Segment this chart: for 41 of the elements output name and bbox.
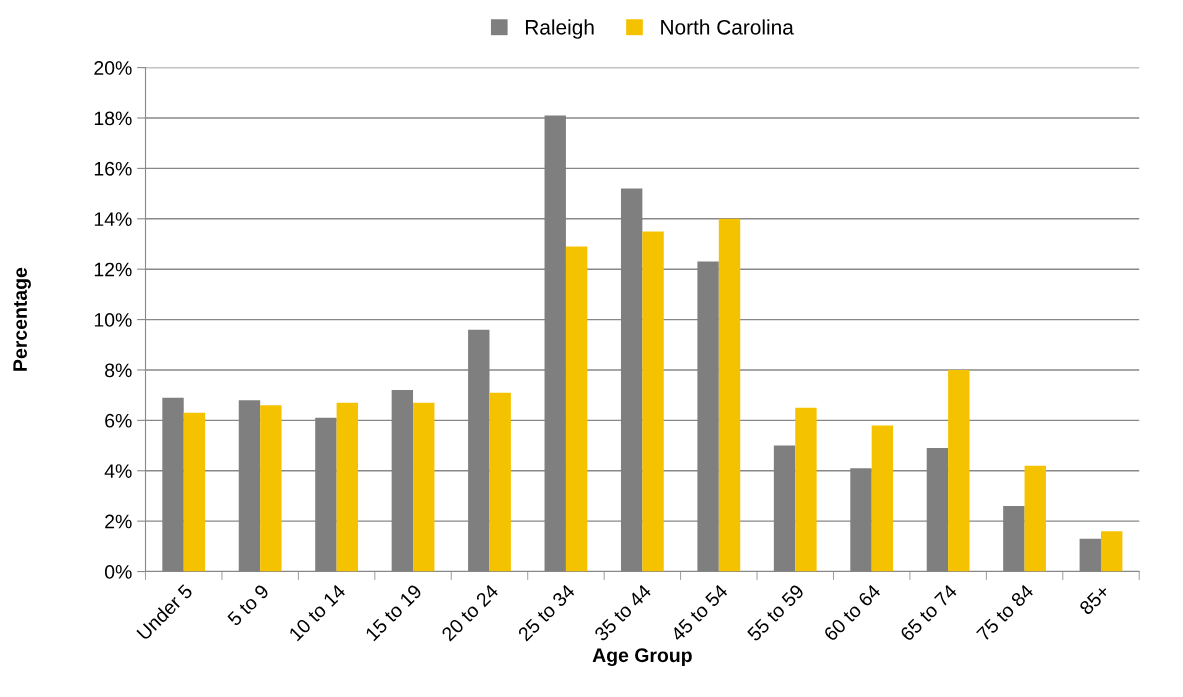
bar [336, 402, 359, 572]
y-tick-label: 12% [94, 262, 132, 277]
x-tick-label: 75 to 84 [975, 583, 1035, 642]
bar [642, 231, 664, 572]
x-tick-label: 25 to 34 [517, 583, 576, 642]
y-tick-label: 0% [104, 565, 132, 579]
x-tick-label: 35 to 44 [593, 583, 653, 642]
bar [718, 218, 741, 572]
bar [260, 405, 282, 572]
bar [948, 369, 970, 572]
bar [795, 407, 817, 572]
bar [1079, 538, 1102, 572]
y-tick-label: 10% [94, 313, 132, 327]
y-tick-label: 2% [105, 514, 132, 529]
y-tick-label: 6% [105, 413, 132, 428]
y-tick-label: 18% [94, 111, 132, 126]
y-tick-label: 8% [105, 363, 132, 378]
x-tick-label: 5 to 9 [226, 583, 270, 627]
x-axis-title: Age Group [592, 648, 692, 667]
y-tick-label: 14% [94, 212, 132, 226]
legend-label: North Carolina [661, 19, 794, 35]
y-tick-label: 16% [94, 161, 132, 176]
x-tick-label: 55 to 59 [746, 583, 805, 642]
x-tick-label: 15 to 19 [364, 583, 423, 642]
x-tick-label: 10 to 14 [288, 583, 347, 642]
x-tick-label: 85+ [1078, 583, 1111, 616]
bar [489, 392, 511, 572]
x-tick-label: 45 to 54 [669, 583, 729, 643]
bar [871, 425, 894, 572]
bar [1024, 465, 1046, 572]
x-tick-label: 20 to 24 [440, 583, 500, 642]
x-tick-label: 65 to 74 [899, 583, 958, 642]
bar [413, 402, 435, 572]
bar [565, 246, 588, 572]
y-tick-label: 20% [94, 61, 132, 75]
bar [183, 412, 206, 572]
x-tick-label: 60 to 64 [823, 583, 882, 642]
legend-label: Raleigh [525, 19, 594, 39]
y-tick-label: 4% [104, 464, 132, 478]
bar [1101, 531, 1123, 572]
y-axis-title: Percentage [13, 267, 31, 371]
